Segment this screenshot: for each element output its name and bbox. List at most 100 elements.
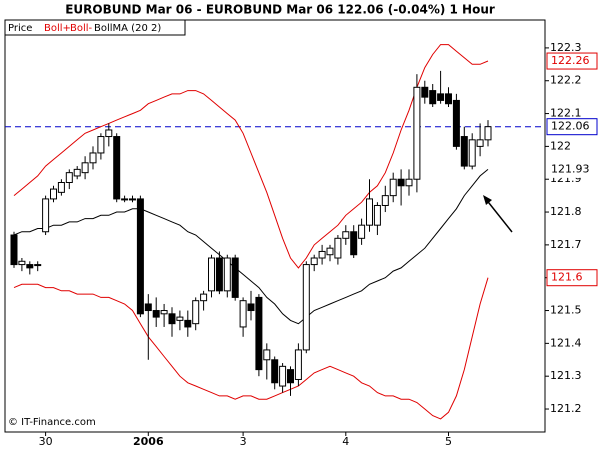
candle-body [10,234,18,266]
y-tick-label: 122.3 [550,41,582,54]
indicator-line [13,277,489,420]
candle-body [105,129,113,138]
candle-body [437,93,445,101]
candle-body [50,188,57,200]
x-tick-label: 30 [39,435,53,448]
candle-body [65,172,73,184]
plot-frame [4,19,546,433]
candle-body [389,178,397,197]
last-value-box [546,118,598,136]
candle-body [271,359,279,384]
candle-body [168,313,176,325]
candle-body [136,198,144,315]
candle-body [42,198,50,233]
y-tick-label: 122 [550,139,571,152]
candle-body [121,198,129,201]
x-tick-label: 3 [240,435,247,448]
candle-body [263,349,271,361]
candle-body [113,136,121,200]
candle-body [358,224,366,239]
candle-body [476,139,484,147]
legend-entry: Boll- [70,23,93,34]
candle-body [184,319,192,328]
y-tick-label: 121.4 [550,336,582,349]
candle-body [89,152,97,164]
arrow-head [483,195,492,205]
candle-body [342,231,350,239]
candle-body [176,316,184,321]
last-value-box [546,160,598,178]
candle-body [413,86,421,180]
x-tick-label: 2006 [133,435,164,448]
indicator-line [13,44,489,269]
candle-body [287,369,294,384]
last-value-label: 122.06 [551,120,590,133]
candle-body [215,257,223,292]
legend-price: Price [8,23,32,34]
candle-body [452,99,460,147]
last-value-label: 121.6 [551,271,583,284]
candle-body [279,365,287,387]
candle-body [334,237,342,259]
candle-body [18,260,26,266]
candle-body [239,300,247,328]
candle-body [129,198,136,201]
last-value-label: 122.26 [551,54,590,67]
candle-body [397,178,405,187]
legend-entry: Boll+ [44,23,71,34]
candle-body [247,303,255,312]
candle-body [144,303,152,312]
y-tick-label: 122.2 [550,74,582,87]
candle-body [73,168,81,177]
candle-body [34,264,42,267]
candle-body [152,310,160,318]
chart-title: EUROBUND Mar 06 - EUROBUND Mar 06 122.06… [65,3,495,17]
annotation-arrow [484,197,513,233]
candle-body [302,264,310,351]
candle-body [97,136,105,154]
candle-body [81,162,89,174]
last-value-box [546,269,598,287]
y-tick-label: 121.3 [550,369,582,382]
candle-body [445,93,452,105]
indicator-line [13,169,489,325]
candle-body [326,247,334,256]
candle-body [484,126,492,141]
y-tick-label: 121.2 [550,402,582,415]
candle-body [310,257,318,266]
candle-body [373,204,381,226]
candle-body [200,293,208,302]
y-tick-label: 121.8 [550,205,582,218]
candle-body [57,182,65,193]
candle-body [421,86,429,98]
candle-body [26,264,34,269]
candle-body [429,90,437,105]
candle-body [223,257,231,292]
candle-body [460,136,468,167]
legend-entry: BollMA (20 2) [94,23,161,34]
candle-body [350,231,358,256]
candle-body [208,257,215,292]
candle-body [192,300,200,325]
candle-body [381,195,389,206]
candle-body [294,349,302,380]
last-value-box [546,52,598,70]
legend-box [4,19,186,36]
x-tick-label: 4 [342,435,349,448]
candle-body [405,178,413,187]
candle-body [160,310,168,315]
y-tick-label: 121.5 [550,304,582,317]
candle-body [468,139,476,167]
last-value-label: 121.93 [551,162,590,175]
candle-body [318,250,326,259]
candle-body [231,257,239,298]
y-tick-label: 121.7 [550,238,582,251]
y-tick-label: 122.1 [550,107,582,120]
candle-body [366,198,373,226]
candle-body [255,296,263,371]
footer: © IT-Finance.com [8,417,96,428]
x-tick-label: 5 [445,435,452,448]
